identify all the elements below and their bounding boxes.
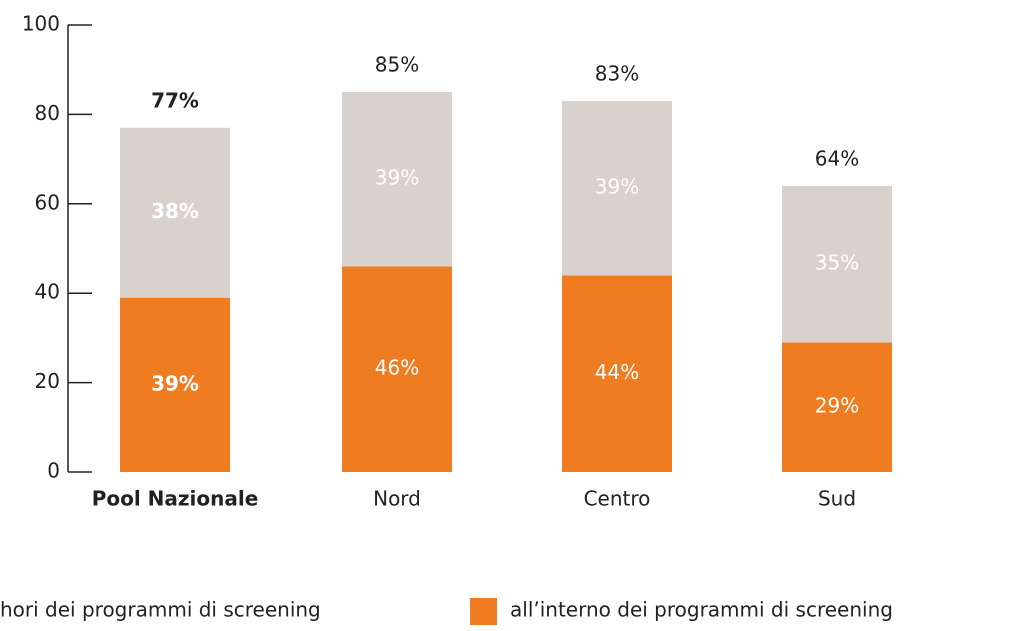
segment-label: 44%	[595, 360, 639, 384]
legend-swatch	[470, 598, 497, 625]
total-label: 85%	[375, 53, 419, 77]
segment-label: 39%	[151, 371, 199, 395]
bar-segment	[342, 92, 452, 267]
segment-label: 46%	[375, 356, 419, 380]
total-label: 64%	[815, 146, 859, 170]
bar-segment	[562, 275, 672, 472]
y-tick-label: 100	[22, 12, 60, 36]
bar-segment	[342, 266, 452, 472]
segment-label: 39%	[375, 166, 419, 190]
total-label: 83%	[595, 61, 639, 85]
total-label: 77%	[151, 88, 199, 112]
bar-segment	[782, 185, 892, 343]
x-tick-label: Pool Nazionale	[92, 487, 259, 511]
x-tick-label: Nord	[373, 487, 421, 511]
bar-segment	[120, 127, 230, 298]
y-tick-label: 20	[35, 369, 60, 393]
segment-label: 29%	[815, 394, 859, 418]
segment-label: 38%	[151, 199, 199, 223]
y-tick-label: 80	[35, 101, 60, 125]
segment-label: 39%	[595, 175, 639, 199]
x-tick-label: Centro	[584, 487, 651, 511]
x-tick-label: Sud	[818, 487, 856, 511]
y-tick-label: 60	[35, 190, 60, 214]
bar-segment	[562, 100, 672, 276]
legend-label: hori dei programmi di screening	[0, 598, 321, 622]
bar-segment	[782, 342, 892, 472]
y-tick-label: 0	[47, 459, 60, 483]
bar-segment	[120, 297, 230, 472]
y-tick-label: 40	[35, 280, 60, 304]
legend-label: all’interno dei programmi di screening	[510, 598, 893, 622]
segment-label: 35%	[815, 251, 859, 275]
